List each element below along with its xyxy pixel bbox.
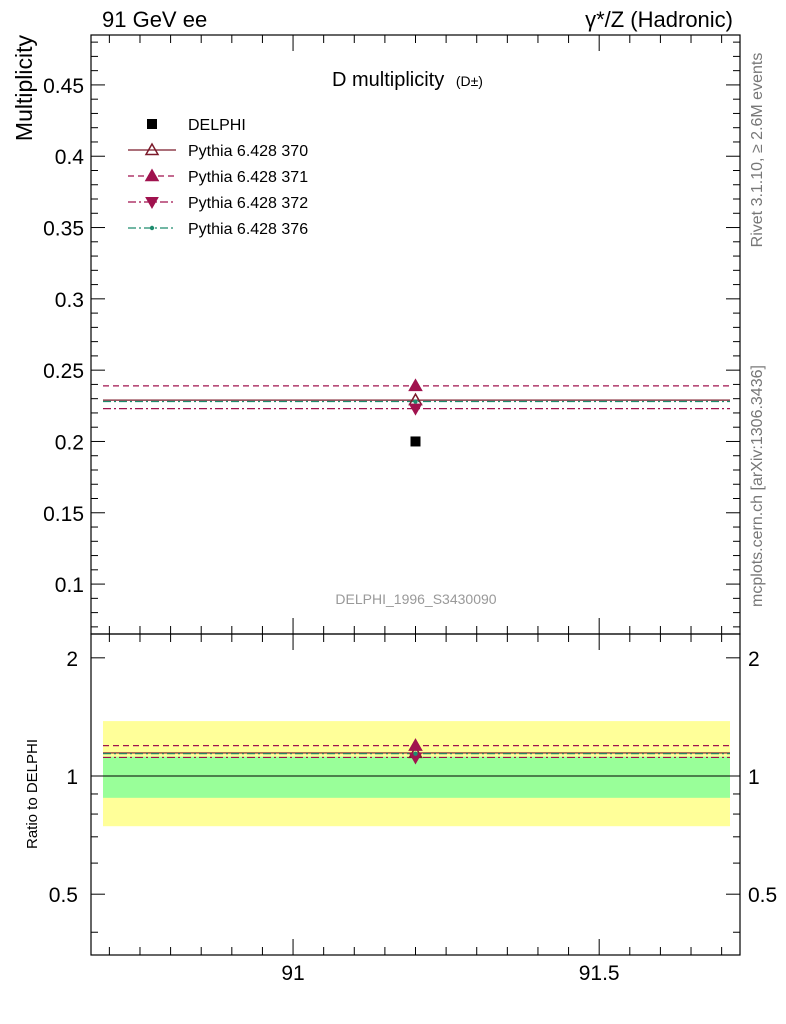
legend: DELPHI Pythia 6.428 370 Pythia 6.428 371 Py…	[128, 117, 308, 238]
main-y-tick-label: 0.15	[43, 503, 84, 526]
ratio-panel: 0.5 0.5 1 1 2 2 91 91.5 Ratio to DELPHI	[24, 633, 777, 985]
main-y-tick-label: 0.1	[55, 574, 84, 597]
main-title-text: D multiplicity	[332, 69, 444, 91]
x-tick-label: 91.5	[579, 962, 620, 985]
x-tick-label: 91	[281, 962, 304, 985]
main-y-tick-label: 0.45	[43, 75, 84, 98]
statistical-uncertainty-band	[103, 756, 730, 798]
main-y-axis-label: Multiplicity	[11, 35, 37, 142]
legend-label: Pythia 6.428 376	[188, 221, 308, 238]
main-panel: 0.1 0.15 0.2 0.25 0.3 0.35 0.4 0.45 Multiplicit…	[11, 34, 741, 635]
legend-label: Pythia 6.428 372	[188, 195, 308, 212]
point-pythia-6-428-376	[413, 399, 418, 404]
ratio-y-tick-label: 2	[66, 648, 78, 671]
legend-marker	[144, 168, 160, 182]
main-y-tick-label: 0.2	[55, 431, 84, 454]
ratio-y-tick-label: 1	[66, 766, 78, 789]
mcplots-label: mcplots.cern.ch [arXiv:1306.3436]	[749, 365, 766, 607]
ratio-y-tick-label-right: 1	[748, 766, 760, 789]
main-y-tick-label: 0.35	[43, 218, 84, 241]
legend-entry-delphi: DELPHI	[147, 117, 246, 134]
legend-label: DELPHI	[188, 117, 246, 134]
legend-label: Pythia 6.428 371	[188, 169, 308, 186]
main-y-tick-label: 0.25	[43, 360, 84, 383]
legend-marker	[149, 225, 155, 231]
main-y-tick-label: 0.3	[55, 289, 84, 312]
legend-entry-pythia-6-428-371: Pythia 6.428 371	[128, 168, 308, 186]
ratio-y-tick-label-right: 0.5	[748, 884, 777, 907]
rivet-label: Rivet 3.1.10, ≥ 2.6M events	[749, 53, 766, 248]
point-pythia-6-428-372	[408, 403, 423, 416]
legend-marker	[144, 142, 160, 156]
main-title: D multiplicity (D±)	[332, 69, 483, 91]
point-pythia-6-428-371	[408, 378, 423, 392]
legend-label: Pythia 6.428 370	[188, 143, 308, 160]
analysis-watermark: DELPHI_1996_S3430090	[335, 591, 496, 607]
point-delphi	[410, 436, 421, 447]
header-process-label: γ*/Z (Hadronic)	[585, 7, 733, 32]
ratio-y-tick-label: 0.5	[49, 884, 78, 907]
ratio-point-pythia-6-428-376	[413, 751, 418, 756]
ratio-y-tick-label-right: 2	[748, 648, 760, 671]
ratio-point-pythia-6-428-371	[408, 738, 423, 751]
header-energy-label: 91 GeV ee	[102, 7, 207, 32]
main-y-tick-label: 0.4	[55, 146, 85, 169]
legend-entry-pythia-6-428-370: Pythia 6.428 370	[128, 142, 308, 160]
legend-marker	[147, 119, 157, 129]
ratio-y-axis-label: Ratio to DELPHI	[24, 739, 41, 849]
main-title-suffix: (D±)	[456, 73, 483, 89]
legend-marker	[145, 197, 159, 210]
legend-entry-pythia-6-428-376: Pythia 6.428 376	[128, 221, 308, 238]
legend-entry-pythia-6-428-372: Pythia 6.428 372	[128, 195, 308, 212]
